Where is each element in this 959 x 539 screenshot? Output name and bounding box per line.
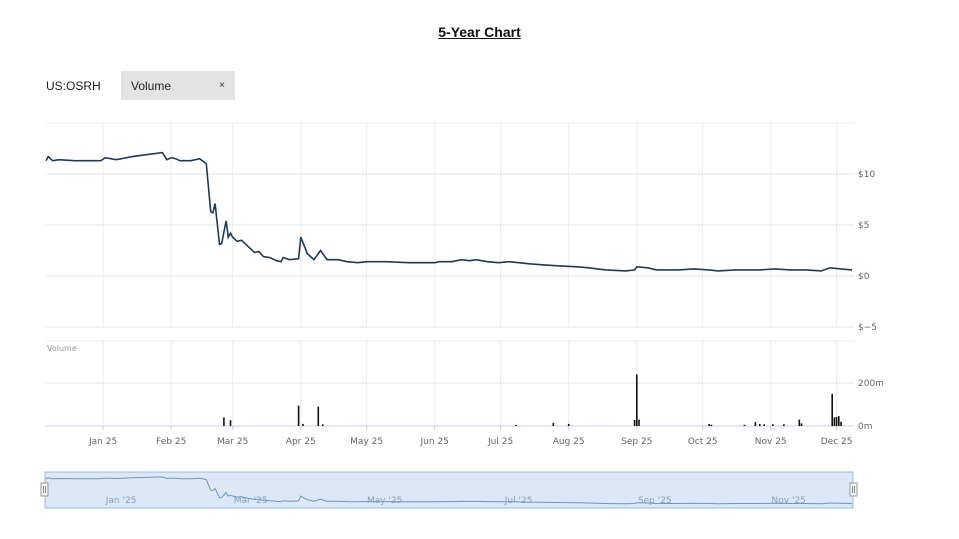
price-tick-label: $−5 <box>858 323 877 333</box>
x-tick-label: Oct 25 <box>688 437 718 447</box>
volume-bar <box>708 423 710 426</box>
volume-bar <box>763 424 765 426</box>
navigator-tick-label: Jul '25 <box>504 496 533 506</box>
price-tick-label: $10 <box>858 170 875 180</box>
volume-bar <box>840 421 842 426</box>
volume-bar <box>798 419 801 426</box>
x-tick-label: Feb 25 <box>156 437 186 447</box>
price-panel <box>45 151 853 272</box>
x-tick-label: Sep 25 <box>621 437 652 447</box>
volume-bar <box>223 417 225 426</box>
volume-bar <box>831 393 833 427</box>
price-tick-label: $0 <box>858 272 870 282</box>
volume-bar <box>783 424 785 426</box>
x-tick-label: Jul 25 <box>487 437 513 447</box>
price-tick-label: $5 <box>858 221 869 231</box>
volume-tick-label: 0m <box>858 422 873 432</box>
indicator-label: Volume <box>131 78 172 93</box>
volume-bar <box>636 374 638 426</box>
navigator-tick-label: May '25 <box>367 496 402 506</box>
volume-bar <box>759 423 761 426</box>
chart-grid <box>46 122 854 430</box>
volume-bar <box>297 405 300 426</box>
navigator-tick-label: Mar '25 <box>234 496 268 506</box>
volume-bar <box>638 419 640 426</box>
volume-bar <box>515 424 517 426</box>
volume-bar <box>552 423 555 426</box>
volume-indicator-chip[interactable]: Volume × <box>121 71 235 100</box>
volume-panel: Volume <box>47 344 842 427</box>
volume-bar <box>321 424 324 426</box>
x-tick-label: Nov 25 <box>755 437 787 447</box>
volume-axis-label: Volume <box>47 344 77 353</box>
volume-bar <box>302 423 304 426</box>
x-tick-label: Apr 25 <box>286 437 316 447</box>
remove-indicator-icon[interactable]: × <box>219 80 225 91</box>
x-tick-label: May 25 <box>350 437 383 447</box>
volume-bar <box>833 417 836 426</box>
volume-bar <box>567 423 570 426</box>
x-tick-label: Dec 25 <box>821 437 853 447</box>
volume-bar <box>229 420 232 426</box>
volume-bar <box>633 420 636 426</box>
navigator-tick-label: Jan '25 <box>105 496 137 506</box>
volume-bar <box>317 406 320 426</box>
navigator-right-handle[interactable] <box>849 482 858 497</box>
x-tick-label: Aug 25 <box>553 437 585 447</box>
volume-bar <box>743 424 746 426</box>
x-tick-label: Mar 25 <box>217 437 248 447</box>
navigator-labels: Jan '25 Mar '25 May '25 Jul '25 Sep '25 Nov '… <box>105 496 806 506</box>
price-series-line <box>45 151 853 272</box>
navigator-selection[interactable] <box>44 471 854 509</box>
navigator-tick-label: Nov '25 <box>772 496 806 506</box>
axis-labels: Jan 25 Feb 25 Mar 25 Apr 25 May 25 Jun 25 Jul … <box>88 170 884 447</box>
volume-bar <box>835 417 838 426</box>
volume-bar <box>838 416 840 426</box>
range-navigator[interactable]: Jan '25 Mar '25 May '25 Jul '25 Sep '25 Nov '… <box>40 471 858 509</box>
page-title: 5-Year Chart <box>438 24 521 40</box>
x-tick-label: Jan 25 <box>88 437 117 447</box>
volume-bar <box>754 422 757 426</box>
volume-bar <box>710 424 713 426</box>
navigator-left-handle[interactable] <box>40 482 49 497</box>
ticker-symbol: US:OSRH <box>46 79 101 93</box>
volume-bar <box>800 423 803 426</box>
navigator-series-line <box>45 476 853 505</box>
volume-bar <box>772 424 774 426</box>
volume-tick-label: 200m <box>858 379 884 389</box>
x-tick-label: Jun 25 <box>420 437 449 447</box>
navigator-tick-label: Sep '25 <box>638 496 672 506</box>
